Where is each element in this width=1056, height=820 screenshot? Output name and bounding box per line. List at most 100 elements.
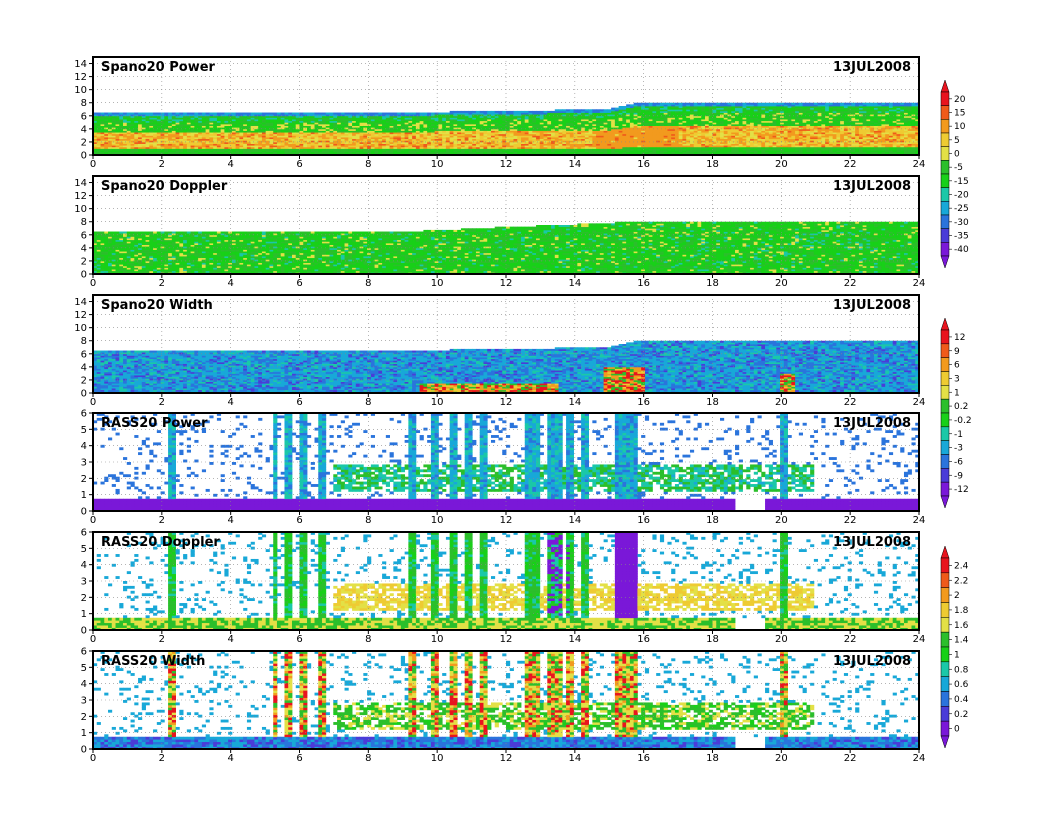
heatmap-cell	[131, 113, 135, 115]
heatmap-cell	[127, 113, 131, 115]
heatmap-cell	[461, 111, 465, 113]
heatmap-cell	[367, 113, 371, 115]
heatmap-cell	[288, 113, 292, 115]
heatmap-cell	[232, 113, 236, 115]
heatmap-cell	[562, 109, 566, 111]
heatmap-cell	[209, 113, 213, 115]
heatmap-cell	[536, 111, 540, 113]
heatmap-cell	[529, 111, 533, 113]
heatmap-cell	[401, 113, 405, 115]
heatmap-cell	[221, 113, 225, 115]
heatmap-cell	[254, 113, 258, 115]
heatmap-cell	[318, 113, 322, 115]
heatmap-cell	[405, 113, 409, 115]
heatmap-cell	[213, 113, 217, 115]
heatmap-cell	[498, 111, 502, 113]
heatmap-cell	[311, 113, 315, 115]
heatmap-cell	[123, 113, 127, 115]
heatmap-cell	[104, 113, 108, 115]
heatmap-cell	[450, 111, 454, 113]
heatmap-cell	[161, 113, 165, 115]
heatmap-cell	[363, 113, 367, 115]
heatmap-cell	[390, 113, 394, 115]
heatmap-cell	[345, 113, 349, 115]
heatmap-cell	[142, 113, 146, 115]
heatmap-cell	[435, 113, 439, 115]
heatmap-cell	[378, 113, 382, 115]
heatmap-cell	[555, 109, 559, 111]
heatmap-cell	[360, 113, 364, 115]
heatmap-cell	[356, 113, 360, 115]
heatmap-cell	[228, 113, 232, 115]
heatmap-cell	[521, 111, 525, 113]
heatmap-cell	[397, 113, 401, 115]
heatmap-cell	[341, 113, 345, 115]
heatmap-cell	[112, 113, 116, 115]
heatmap-cell	[168, 113, 172, 115]
heatmap-cell	[476, 111, 480, 113]
heatmap-cell	[510, 111, 514, 113]
heatmap-cell	[187, 113, 191, 115]
heatmap-cell	[330, 113, 334, 115]
heatmap-cell	[551, 111, 555, 113]
heatmap-cell	[149, 113, 153, 115]
heatmap-cell	[236, 113, 240, 115]
heatmap-cell	[468, 111, 472, 113]
heatmap-cell	[322, 113, 326, 115]
heatmap-cell	[453, 111, 457, 113]
heatmap-cell	[348, 113, 352, 115]
heatmap-cell	[472, 111, 476, 113]
heatmap-cell	[559, 109, 563, 111]
heatmap-cell	[116, 113, 120, 115]
heatmap-cell	[269, 113, 273, 115]
heatmap-cell	[446, 113, 450, 115]
heatmap-cell	[333, 113, 337, 115]
heatmap-cell	[487, 111, 491, 113]
heatmap-cell	[315, 113, 319, 115]
heatmap-cell	[191, 113, 195, 115]
heatmap-cell	[517, 111, 521, 113]
heatmap-cell	[326, 113, 330, 115]
heatmap-cell	[547, 111, 551, 113]
heatmap-cell	[194, 113, 198, 115]
heatmap-cell	[495, 111, 499, 113]
heatmap-cell	[416, 113, 420, 115]
heatmap-cell	[491, 111, 495, 113]
heatmap-cell	[183, 113, 187, 115]
heatmap-cell	[266, 113, 270, 115]
heatmap-cell	[157, 113, 161, 115]
heatmap-cell	[480, 111, 484, 113]
heatmap-cell	[97, 113, 101, 115]
heatmap-cell	[544, 111, 548, 113]
heatmap-cell	[465, 111, 469, 113]
heatmap-cell	[292, 113, 296, 115]
heatmap-cell	[251, 113, 255, 115]
heatmap-cell	[371, 113, 375, 115]
heatmap-cell	[386, 113, 390, 115]
heatmap-cell	[243, 113, 247, 115]
heatmap-cell	[307, 113, 311, 115]
heatmap-cell	[164, 113, 168, 115]
heatmap-cell	[423, 113, 427, 115]
heatmap-cell	[442, 113, 446, 115]
heatmap-cell	[284, 113, 288, 115]
heatmap-cell	[514, 111, 518, 113]
heatmap-cell	[300, 113, 304, 115]
heatmap-cell	[101, 113, 105, 115]
heatmap-cell	[108, 113, 112, 115]
heatmap-cell	[457, 111, 461, 113]
heatmap-cell	[258, 113, 262, 115]
heatmap-cell	[262, 113, 266, 115]
heatmap-cell	[483, 111, 487, 113]
heatmap-cell	[352, 113, 356, 115]
heatmap-cell	[153, 113, 157, 115]
heatmap-cell	[217, 113, 221, 115]
heatmap-cell	[408, 113, 412, 115]
heatmap-cell	[382, 113, 386, 115]
heatmap-cell	[303, 113, 307, 115]
heatmap-cell	[138, 113, 142, 115]
heatmap-cell	[502, 111, 506, 113]
radar-profiler-figure: 0 2 4 6 8 10 12 14 16 18 20 22 2402468101214 Spano20 …	[0, 0, 1056, 816]
heatmap-cell	[176, 113, 180, 115]
